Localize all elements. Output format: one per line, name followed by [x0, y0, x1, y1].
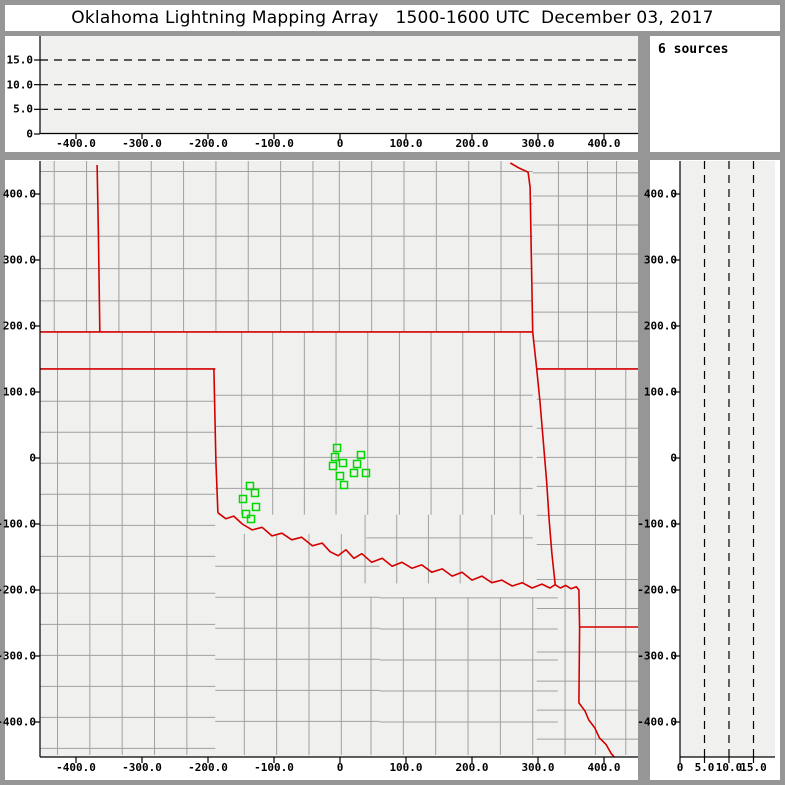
plan-view-map: [34, 161, 638, 763]
x-tick-label: -200.0: [188, 761, 228, 774]
y-tick-label: -100.0: [0, 517, 36, 531]
ns-vs-altitude-panel: [650, 160, 780, 780]
x-tick-label: 100.0: [389, 137, 423, 150]
x-tick-label: -400.0: [56, 761, 96, 774]
y-tick-label: -300.0: [0, 649, 36, 663]
y-tick-label: 400.0: [2, 187, 36, 201]
alt-tick-label: 0: [676, 761, 684, 774]
y-tick-label: 200.0: [2, 319, 36, 333]
x-tick-label: 300.0: [521, 137, 555, 150]
x-tick-label: -400.0: [56, 137, 96, 150]
y-tick-label: -200.0: [637, 583, 677, 597]
y-tick-label: -400.0: [0, 715, 36, 729]
y-tick-label: 100.0: [2, 385, 36, 399]
sources-count-panel: 6 sources: [650, 36, 780, 152]
ns-vs-altitude-plot: [674, 161, 775, 763]
altitude-vs-ew-panel: [5, 36, 638, 152]
x-tick-label: -100.0: [254, 137, 294, 150]
alt-tick-label: 15.0: [6, 53, 34, 67]
x-tick-label: 0: [336, 137, 344, 150]
alt-tick-label: 5.0: [13, 102, 33, 116]
y-tick-label: -200.0: [0, 583, 36, 597]
x-tick-label: 400.0: [587, 137, 621, 150]
alt-tick-label: 5.0: [694, 761, 715, 774]
alt-tick-label: 0: [26, 127, 33, 141]
x-tick-label: -200.0: [188, 137, 228, 150]
x-tick-label: 200.0: [455, 137, 489, 150]
y-tick-label: 0: [670, 451, 677, 465]
sources-count-label: 6 sources: [658, 42, 729, 57]
plan-view-map-panel: [5, 160, 638, 780]
page-title: Oklahoma Lightning Mapping Array 1500-16…: [71, 8, 714, 28]
alt-tick-label: 10.0: [6, 78, 34, 92]
altitude-vs-ew-plot: [34, 36, 638, 139]
x-tick-label: -100.0: [254, 761, 294, 774]
y-tick-label: -300.0: [637, 649, 677, 663]
y-tick-label: 300.0: [643, 253, 677, 267]
y-tick-label: -100.0: [637, 517, 677, 531]
y-tick-label: 200.0: [643, 319, 677, 333]
x-tick-label: 0: [336, 761, 344, 774]
x-tick-label: -300.0: [122, 137, 162, 150]
y-tick-label: 300.0: [2, 253, 36, 267]
y-tick-label: 400.0: [643, 187, 677, 201]
y-tick-label: 100.0: [643, 385, 677, 399]
title-bar: Oklahoma Lightning Mapping Array 1500-16…: [5, 5, 780, 31]
x-tick-label: -300.0: [122, 761, 162, 774]
y-tick-label: 0: [29, 451, 36, 465]
alt-tick-label: 10.0: [715, 761, 743, 774]
x-tick-label: 100.0: [389, 761, 423, 774]
y-tick-label: -400.0: [637, 715, 677, 729]
alt-tick-label: 15.0: [740, 761, 767, 774]
x-tick-label: 300.0: [521, 761, 555, 774]
x-tick-label: 400.0: [587, 761, 621, 774]
x-tick-label: 200.0: [455, 761, 489, 774]
